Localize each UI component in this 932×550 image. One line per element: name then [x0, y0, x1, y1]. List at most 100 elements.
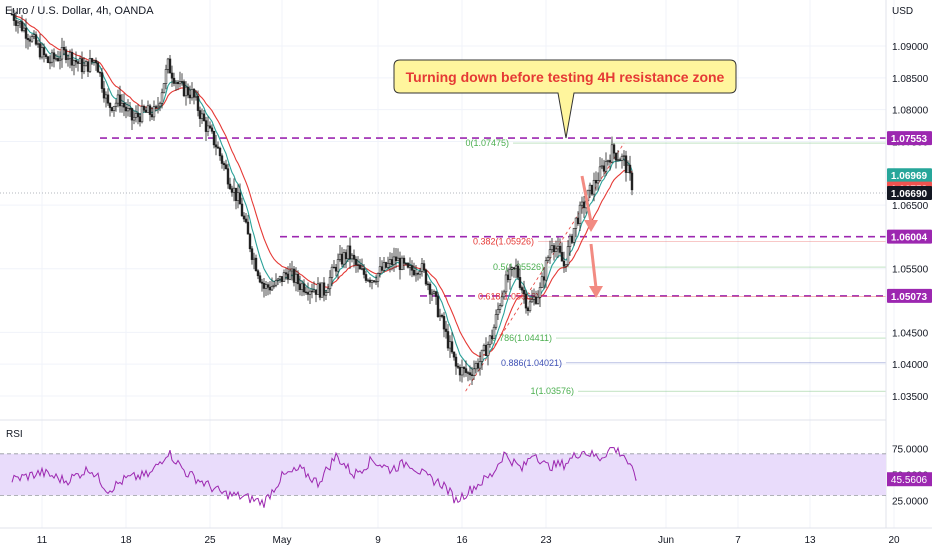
- candle: [422, 260, 426, 273]
- candle-body-down: [560, 252, 564, 262]
- rsi-value-tag-bg: [887, 472, 932, 487]
- candle: [498, 303, 502, 314]
- candle-body-down: [12, 14, 16, 21]
- candle-body-down: [182, 81, 186, 97]
- candle: [296, 270, 300, 292]
- candle: [540, 272, 544, 289]
- time-axis-tick: 16: [456, 535, 468, 546]
- candle-body-up: [92, 60, 96, 63]
- candle-body-down: [570, 235, 574, 243]
- candle-body-up: [60, 47, 64, 60]
- candle-body-down: [14, 20, 18, 26]
- candle-body-down: [204, 120, 208, 132]
- candle-body-down: [352, 254, 356, 260]
- candle-body-down: [304, 291, 308, 294]
- candle: [12, 9, 16, 26]
- candle: [330, 264, 334, 287]
- price-tag-bg: [887, 186, 932, 200]
- candle-body-down: [458, 367, 462, 376]
- candle-body-up: [342, 252, 346, 265]
- candle: [436, 292, 440, 318]
- candle: [566, 240, 570, 267]
- candle-body-up: [438, 314, 442, 317]
- candle: [538, 282, 542, 308]
- candle-body-down: [452, 351, 456, 358]
- candle: [222, 161, 226, 171]
- candle-body-down: [404, 263, 408, 265]
- time-axis-tick: 18: [120, 535, 132, 546]
- time-axis-tick: Jun: [658, 535, 674, 546]
- candle: [412, 262, 416, 277]
- candle: [558, 238, 562, 255]
- candle-body-down: [26, 38, 30, 41]
- candle-body-up: [320, 282, 324, 298]
- candle-body-down: [224, 164, 228, 169]
- candle-body-down: [64, 49, 68, 60]
- candle: [468, 365, 472, 381]
- candle-body-down: [412, 269, 416, 276]
- candle-body-down: [344, 252, 348, 260]
- arrow-down-2: [589, 243, 603, 298]
- candle: [336, 253, 340, 280]
- candle-body-down: [254, 257, 258, 272]
- price-axis-tick: 1.04000: [892, 360, 929, 371]
- price-tag-text: 1.06004: [891, 233, 928, 244]
- candle-body-up: [156, 105, 160, 109]
- candle-body-down: [440, 314, 444, 317]
- time-axis[interactable]: 11 18 25 May 9 16 23 Jun 7 13 20: [37, 535, 900, 546]
- candle-body-down: [138, 116, 142, 123]
- candle-body-up: [460, 367, 464, 376]
- candle: [186, 83, 190, 99]
- candle: [320, 282, 324, 298]
- candle-body-down: [526, 307, 530, 312]
- candle-body-up: [82, 65, 86, 73]
- candle-body-up: [290, 268, 294, 272]
- candle-body-up: [604, 161, 608, 172]
- candle: [564, 264, 568, 273]
- candle: [30, 33, 34, 43]
- candle: [402, 255, 406, 271]
- candle-body-up: [386, 263, 390, 268]
- arrow-shaft: [580, 175, 593, 223]
- candle-body-down: [348, 245, 352, 260]
- price-axis-tick: 1.04500: [892, 328, 929, 339]
- candle-body-up: [68, 51, 72, 59]
- candle-body-up: [88, 58, 92, 72]
- fib-label: 0(1.07475): [465, 138, 509, 148]
- candle-body-up: [294, 273, 298, 283]
- candle-body-down: [384, 262, 388, 268]
- candle-body-down: [242, 215, 246, 220]
- price-tag-text: 1.05073: [891, 292, 928, 303]
- candle-body-down: [302, 283, 306, 293]
- candle-body-down: [444, 328, 448, 332]
- candle-body-up: [278, 276, 282, 280]
- candle: [500, 290, 504, 308]
- rsi-axis-tick: 75.0000: [892, 445, 929, 456]
- candle-body-up: [592, 179, 596, 195]
- candle-body-up: [112, 105, 116, 112]
- candle: [494, 309, 498, 330]
- candle-body-down: [406, 263, 410, 268]
- candle: [196, 90, 200, 117]
- candle: [130, 107, 134, 130]
- candle-body-down: [38, 43, 42, 58]
- candle-body-down: [368, 279, 372, 283]
- candle: [156, 97, 160, 114]
- candle-body-up: [500, 296, 504, 306]
- candle-body-down: [520, 287, 524, 291]
- candle-body-down: [248, 233, 252, 250]
- candle-body-up: [400, 257, 404, 270]
- candle: [560, 242, 564, 262]
- candle: [508, 264, 512, 290]
- candle-body-up: [482, 344, 486, 351]
- candle: [496, 302, 500, 321]
- candle-body-down: [402, 257, 406, 264]
- candle-body-down: [62, 47, 66, 50]
- candle-body-down: [590, 184, 594, 195]
- candle-body-up: [350, 254, 354, 260]
- candle-body-down: [292, 268, 296, 283]
- candle-body-up: [158, 102, 162, 107]
- candle: [24, 18, 28, 49]
